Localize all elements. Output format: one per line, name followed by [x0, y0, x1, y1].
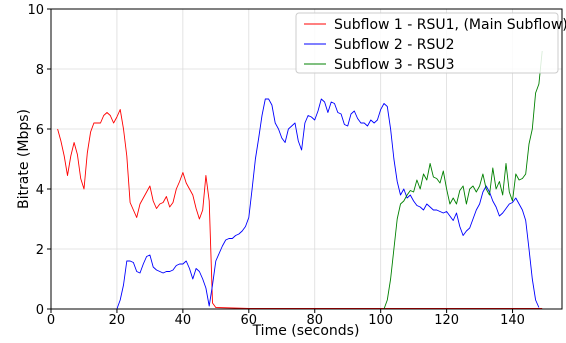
y-axis-ticks: 0 2 4 6 8 10 — [27, 3, 51, 318]
plot-frame — [50, 8, 563, 310]
series-line-3 — [57, 50, 543, 310]
x-axis-ticks: 0 20 40 60 80 100 120 140 — [47, 309, 525, 328]
x-tick-label: 100 — [368, 313, 393, 328]
legend-box — [295, 12, 559, 74]
legend-label-3: Subflow 3 - RSU3 — [334, 57, 455, 73]
y-tick-label: 0 — [36, 303, 44, 318]
x-tick-label: 0 — [47, 313, 55, 328]
x-axis-label: Time (seconds) — [252, 323, 360, 339]
series-lines — [57, 50, 543, 310]
x-tick-label: 60 — [241, 313, 258, 328]
y-axis-label: Bitrate (Mbps) — [16, 109, 32, 209]
x-tick-label: 140 — [500, 313, 525, 328]
x-tick-label: 20 — [109, 313, 126, 328]
y-tick-label: 10 — [27, 3, 44, 18]
y-tick-label: 4 — [36, 183, 44, 198]
series-line-2 — [57, 98, 540, 310]
series-line-1 — [57, 109, 543, 309]
y-tick-label: 6 — [36, 123, 44, 138]
legend-label-2: Subflow 2 - RSU2 — [334, 37, 455, 53]
x-tick-label: 120 — [434, 313, 459, 328]
y-tick-label: 2 — [36, 243, 44, 258]
legend-label-1: Subflow 1 - RSU1, (Main Subflow) — [334, 17, 566, 33]
legend: Subflow 1 - RSU1, (Main Subflow) Subflow … — [295, 12, 566, 74]
x-tick-label: 40 — [175, 313, 192, 328]
x-tick-label: 80 — [306, 313, 323, 328]
y-tick-label: 8 — [36, 63, 44, 78]
